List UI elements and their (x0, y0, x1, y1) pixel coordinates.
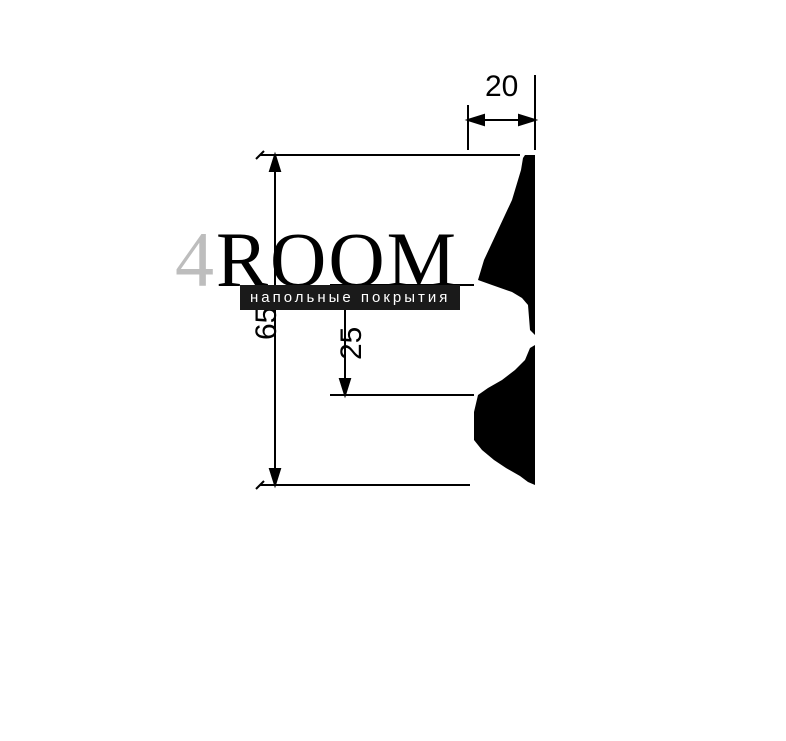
logo-subtitle: напольные покрытия (240, 285, 460, 310)
drawing-canvas: 20 65 25 4ROOM напольные покрытия (0, 0, 786, 741)
dimension-label-height-25: 25 (335, 327, 369, 360)
watermark-logo: 4ROOM напольные покрытия (175, 215, 465, 325)
moulding-profile (474, 155, 535, 485)
logo-prefix-4: 4 (175, 216, 216, 303)
technical-drawing-svg (0, 0, 786, 741)
dimension-label-width: 20 (485, 70, 518, 104)
